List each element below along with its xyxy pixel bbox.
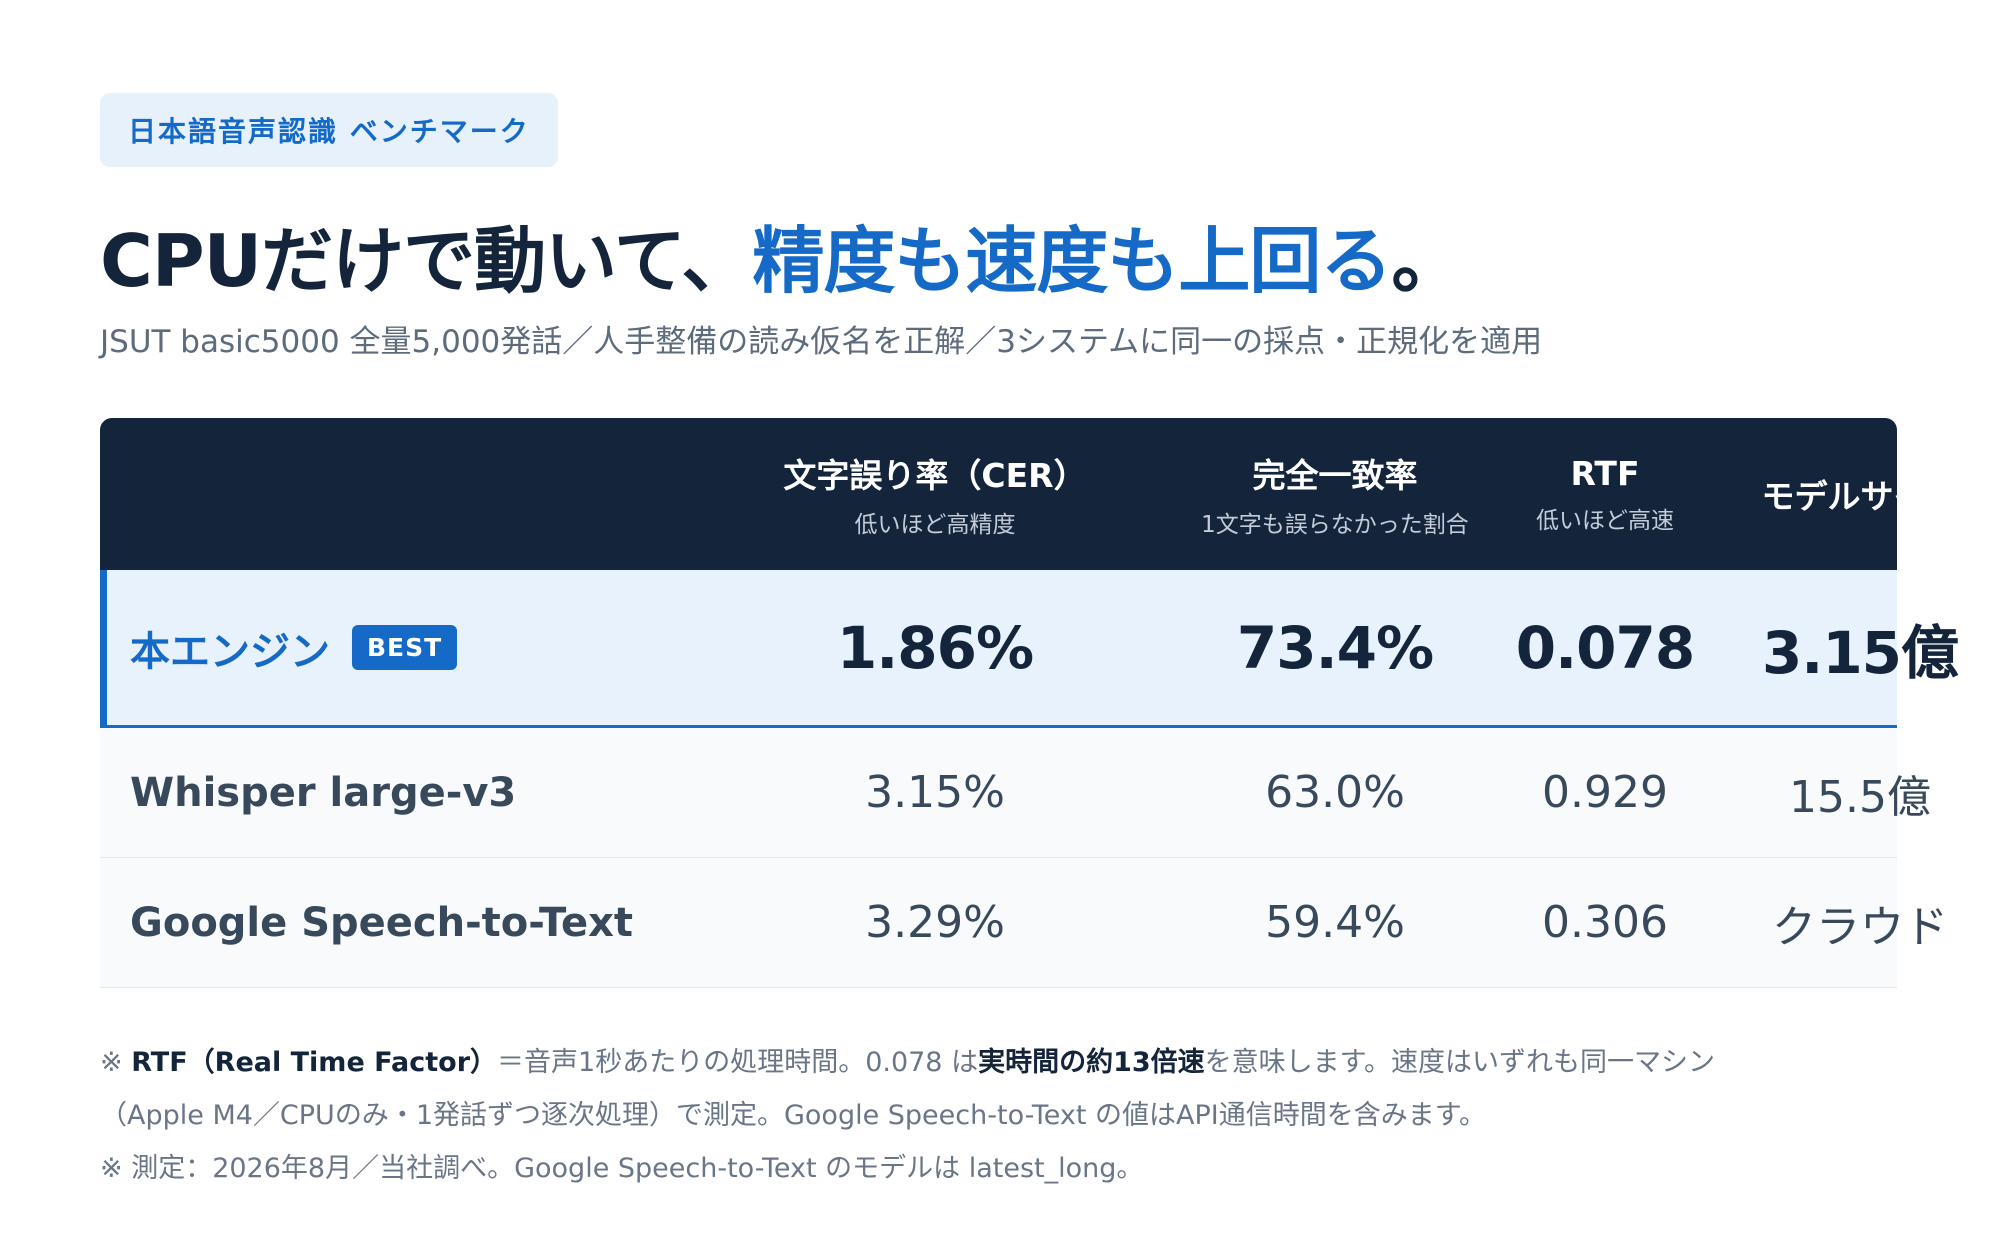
footnote-measurement: ※ 測定：2026年8月／当社調べ。Google Speech-to-Text … [100, 1153, 1144, 1184]
note-text: を意味します。速度はいずれも同一マシン [1204, 1047, 1715, 1078]
column-header-exact-match: 完全一致率 1文字も誤らなかった割合 [1035, 418, 1635, 570]
value-text: 73.4% [1236, 613, 1434, 682]
footnotes: ※ RTF（Real Time Factor）＝音声1秒あたりの処理時間。0.0… [100, 1036, 1900, 1195]
footnote-machine: （Apple M4／CPUのみ・1発話ずつ逐次処理）で測定。Google Spe… [100, 1100, 1487, 1131]
column-header-sub: 低いほど高精度 [854, 512, 1016, 538]
value-text: 0.929 [1542, 767, 1668, 818]
note-bold: RTF（Real Time Factor） [131, 1047, 498, 1078]
note-text: ＝音声1秒あたりの処理時間。0.078 は [497, 1047, 979, 1078]
model-size-value: 15.5億 [1660, 728, 1989, 857]
value-text: 3.29% [865, 897, 1005, 948]
headline-accent: 精度も速度も上回る [752, 219, 1392, 303]
column-header-label: 文字誤り率（CER） [783, 456, 1087, 495]
headline-end: 。 [1391, 219, 1463, 303]
column-header-rtf: RTF 低いほど高速 [1405, 418, 1805, 570]
column-header-label: 完全一致率 [1252, 456, 1418, 495]
table-row: Whisper large-v3 3.15% 63.0% 0.929 15.5億 [100, 728, 1931, 858]
value-text: 0.306 [1542, 897, 1668, 948]
cer-value: 3.29% [635, 858, 1235, 987]
subtitle: JSUT basic5000 全量5,000発話／人手整備の読み仮名を正解／3シ… [100, 324, 1543, 360]
value-text: 0.078 [1515, 613, 1695, 682]
column-header-label: RTF [1570, 453, 1640, 493]
table-row: Google Speech-to-Text 3.29% 59.4% 0.306 … [100, 858, 1948, 988]
system-name: Whisper large-v3 [130, 769, 517, 816]
rtf-value: 0.306 [1405, 858, 1805, 987]
column-header-cer: 文字誤り率（CER） 低いほど高精度 [635, 418, 1235, 570]
note-bold: 実時間の約13倍速 [978, 1047, 1205, 1078]
value-text: 63.0% [1265, 767, 1405, 818]
value-text: 3.15億 [1761, 618, 1959, 687]
category-badge: 日本語音声認識 ベンチマーク [100, 93, 558, 167]
model-size-value: クラウド [1660, 858, 1989, 987]
system-name: Google Speech-to-Text [130, 899, 634, 946]
column-header-model-size: モデルサイズ [1660, 418, 1989, 570]
benchmark-table: 文字誤り率（CER） 低いほど高精度 完全一致率 1文字も誤らなかった割合 RT… [100, 418, 1959, 988]
cer-value: 3.15% [635, 728, 1235, 857]
best-badge: BEST [352, 625, 458, 670]
system-name-cell: Whisper large-v3 [130, 728, 516, 857]
value-text: クラウド [1772, 901, 1948, 953]
column-header-sub: 1文字も誤らなかった割合 [1201, 512, 1469, 538]
system-name-cell: 本エンジン BEST [130, 570, 458, 725]
table-header: 文字誤り率（CER） 低いほど高精度 完全一致率 1文字も誤らなかった割合 RT… [100, 418, 1959, 570]
exact-match-value: 63.0% [1035, 728, 1635, 857]
rtf-value: 0.078 [1405, 570, 1805, 725]
exact-match-value: 73.4% [1035, 570, 1635, 725]
value-text: 1.86% [836, 613, 1034, 682]
note-prefix: ※ [100, 1047, 132, 1078]
system-name: 本エンジン [130, 628, 330, 675]
headline-part1: CPUだけで動いて、 [100, 219, 753, 303]
value-text: 3.15% [865, 767, 1005, 818]
rtf-value: 0.929 [1405, 728, 1805, 857]
value-text: 15.5億 [1789, 771, 1931, 823]
model-size-value: 3.15億 [1660, 570, 1989, 725]
column-header-sub: 低いほど高速 [1536, 507, 1674, 534]
column-header-label: モデルサイズ [1761, 477, 1959, 516]
footnote-rtf: ※ RTF（Real Time Factor）＝音声1秒あたりの処理時間。0.0… [100, 1036, 1900, 1089]
table-row-best: 本エンジン BEST 1.86% 73.4% 0.078 3.15億 [100, 570, 1959, 728]
exact-match-value: 59.4% [1035, 858, 1635, 987]
headline: CPUだけで動いて、精度も速度も上回る。 [100, 202, 1463, 307]
system-name-cell: Google Speech-to-Text [130, 858, 633, 987]
cer-value: 1.86% [635, 570, 1235, 725]
value-text: 59.4% [1265, 897, 1405, 948]
